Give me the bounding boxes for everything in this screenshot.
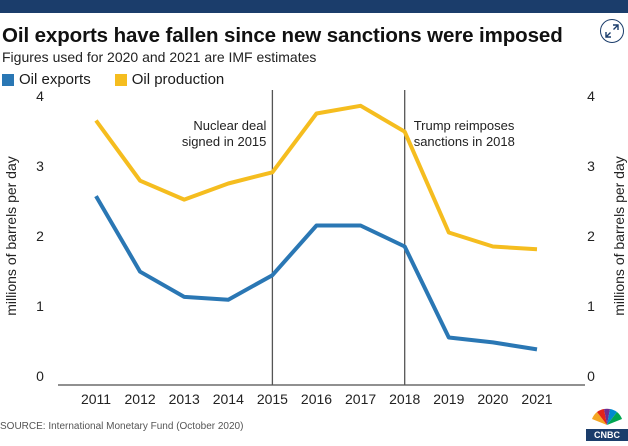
expand-arrows-icon <box>605 24 619 38</box>
cnbc-logo: CNBC <box>586 405 628 441</box>
series-line-exports <box>94 195 538 352</box>
y-tick-label-right: 2 <box>587 228 595 244</box>
x-tick-label: 2021 <box>521 391 552 407</box>
x-tick-label: 2019 <box>433 391 464 407</box>
y-tick-label-left: 4 <box>36 88 44 104</box>
x-tick-label: 2017 <box>345 391 376 407</box>
series-line-production <box>94 103 538 252</box>
y-tick-label-left: 1 <box>36 298 44 314</box>
annotation-text: signed in 2015 <box>182 134 267 149</box>
source-note: SOURCE: International Monetary Fund (Oct… <box>0 421 244 432</box>
chart-title: Oil exports have fallen since new sancti… <box>2 24 563 47</box>
legend-label-production: Oil production <box>131 71 225 88</box>
legend-item-exports: Oil exports <box>2 71 91 88</box>
x-tick-label: 2013 <box>169 391 200 407</box>
y-axis-title-left: millions of barrels per day <box>3 156 19 316</box>
y-tick-label-right: 1 <box>587 298 595 314</box>
annotation-text: Trump reimposes <box>414 118 515 133</box>
legend-label-exports: Oil exports <box>19 71 91 88</box>
top-accent-bar <box>0 0 628 13</box>
y-tick-label-left: 0 <box>36 368 44 384</box>
legend-item-production: Oil production <box>114 71 225 88</box>
y-tick-label-left: 2 <box>36 228 44 244</box>
annotation-text: sanctions in 2018 <box>414 134 515 149</box>
x-tick-label: 2018 <box>389 391 420 407</box>
y-tick-label-right: 4 <box>587 88 595 104</box>
x-tick-label: 2020 <box>477 391 508 407</box>
x-tick-label: 2014 <box>213 391 244 407</box>
chart-legend: Oil exports Oil production <box>2 71 248 88</box>
annotation-text: Nuclear deal <box>193 118 266 133</box>
x-tick-label: 2011 <box>81 391 111 407</box>
chart-subtitle: Figures used for 2020 and 2021 are IMF e… <box>2 49 317 65</box>
legend-swatch-exports <box>2 73 14 86</box>
y-tick-label-right: 3 <box>587 158 595 174</box>
y-tick-label-left: 3 <box>36 158 44 174</box>
peacock-logo-icon <box>586 408 628 441</box>
logo-text: CNBC <box>594 430 620 440</box>
y-axis-title-right: millions of barrels per day <box>611 156 627 316</box>
legend-swatch-production <box>114 73 127 86</box>
x-tick-label: 2015 <box>257 391 288 407</box>
x-tick-label: 2016 <box>301 391 332 407</box>
x-tick-label: 2012 <box>125 391 156 407</box>
y-tick-label-right: 0 <box>587 368 595 384</box>
expand-button[interactable] <box>600 19 624 43</box>
